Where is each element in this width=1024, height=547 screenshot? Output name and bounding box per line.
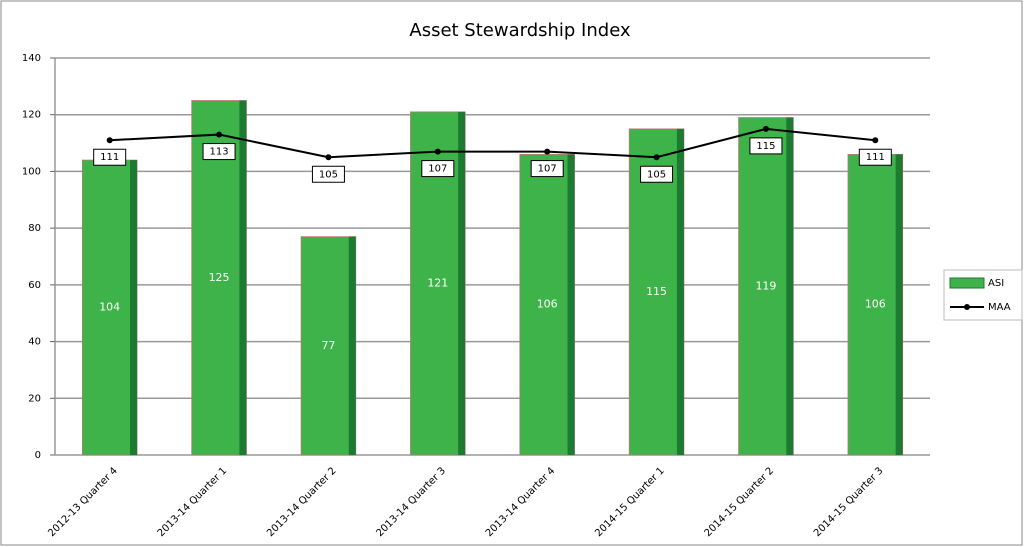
value-label-box <box>311 165 345 183</box>
y-tick-label: 20 <box>28 393 41 404</box>
bar-value-label: 125 <box>209 271 230 284</box>
bar-value-label: 121 <box>427 276 448 289</box>
line-marker <box>762 125 769 132</box>
line-marker <box>872 137 879 144</box>
bar-shade <box>895 154 903 455</box>
bar <box>519 154 575 456</box>
value-label-box <box>749 137 783 155</box>
bar-value-label: 106 <box>537 298 558 311</box>
value-label-box <box>421 160 455 178</box>
bar <box>738 117 794 456</box>
line-marker <box>325 154 332 161</box>
bar-value-label: 104 <box>99 301 120 314</box>
line-marker <box>216 131 223 138</box>
legend-label: MAA <box>988 302 1011 313</box>
line-value-label: 107 <box>428 164 447 175</box>
bar-shade <box>130 160 138 456</box>
line-value-label: 111 <box>100 152 119 163</box>
value-label-box <box>202 143 236 161</box>
line-value-label: 107 <box>538 164 557 175</box>
line-marker <box>544 148 551 155</box>
legend-marker <box>964 304 970 310</box>
value-label-box <box>530 160 564 178</box>
chart-title: Asset Stewardship Index <box>409 20 631 41</box>
value-label-box <box>640 165 674 183</box>
bar <box>300 236 357 456</box>
bar-shade <box>458 111 466 455</box>
y-tick-label: 120 <box>22 110 41 121</box>
line-value-label: 105 <box>319 169 338 180</box>
y-tick-label: 140 <box>22 53 41 64</box>
legend-label: ASI <box>988 278 1004 289</box>
line-marker <box>106 137 113 144</box>
legend-swatch <box>949 277 985 289</box>
value-label-box <box>858 148 892 166</box>
bar-shade <box>786 117 794 456</box>
bar-value-label: 115 <box>646 285 667 298</box>
line-value-label: 115 <box>756 141 775 152</box>
y-tick-label: 40 <box>28 337 41 348</box>
line <box>109 127 876 159</box>
bar-shade <box>567 154 575 455</box>
bar-value-label: 77 <box>321 339 335 352</box>
bar <box>628 128 685 456</box>
y-tick-label: 0 <box>35 450 41 461</box>
bar-shade <box>239 100 247 456</box>
y-tick-label: 60 <box>28 280 41 291</box>
line-value-label: 113 <box>210 147 229 158</box>
line-marker <box>653 154 660 161</box>
bar-value-label: 119 <box>755 279 776 292</box>
bar-shade <box>348 236 356 455</box>
bar <box>81 159 138 456</box>
line-marker <box>434 148 441 155</box>
value-label-box <box>93 148 127 166</box>
line-value-label: 105 <box>647 169 666 180</box>
y-tick-label: 100 <box>22 166 41 177</box>
line-value-label: 111 <box>866 152 885 163</box>
bar-value-label: 106 <box>865 298 886 311</box>
bar-shade <box>676 128 684 455</box>
y-tick-label: 80 <box>28 223 41 234</box>
